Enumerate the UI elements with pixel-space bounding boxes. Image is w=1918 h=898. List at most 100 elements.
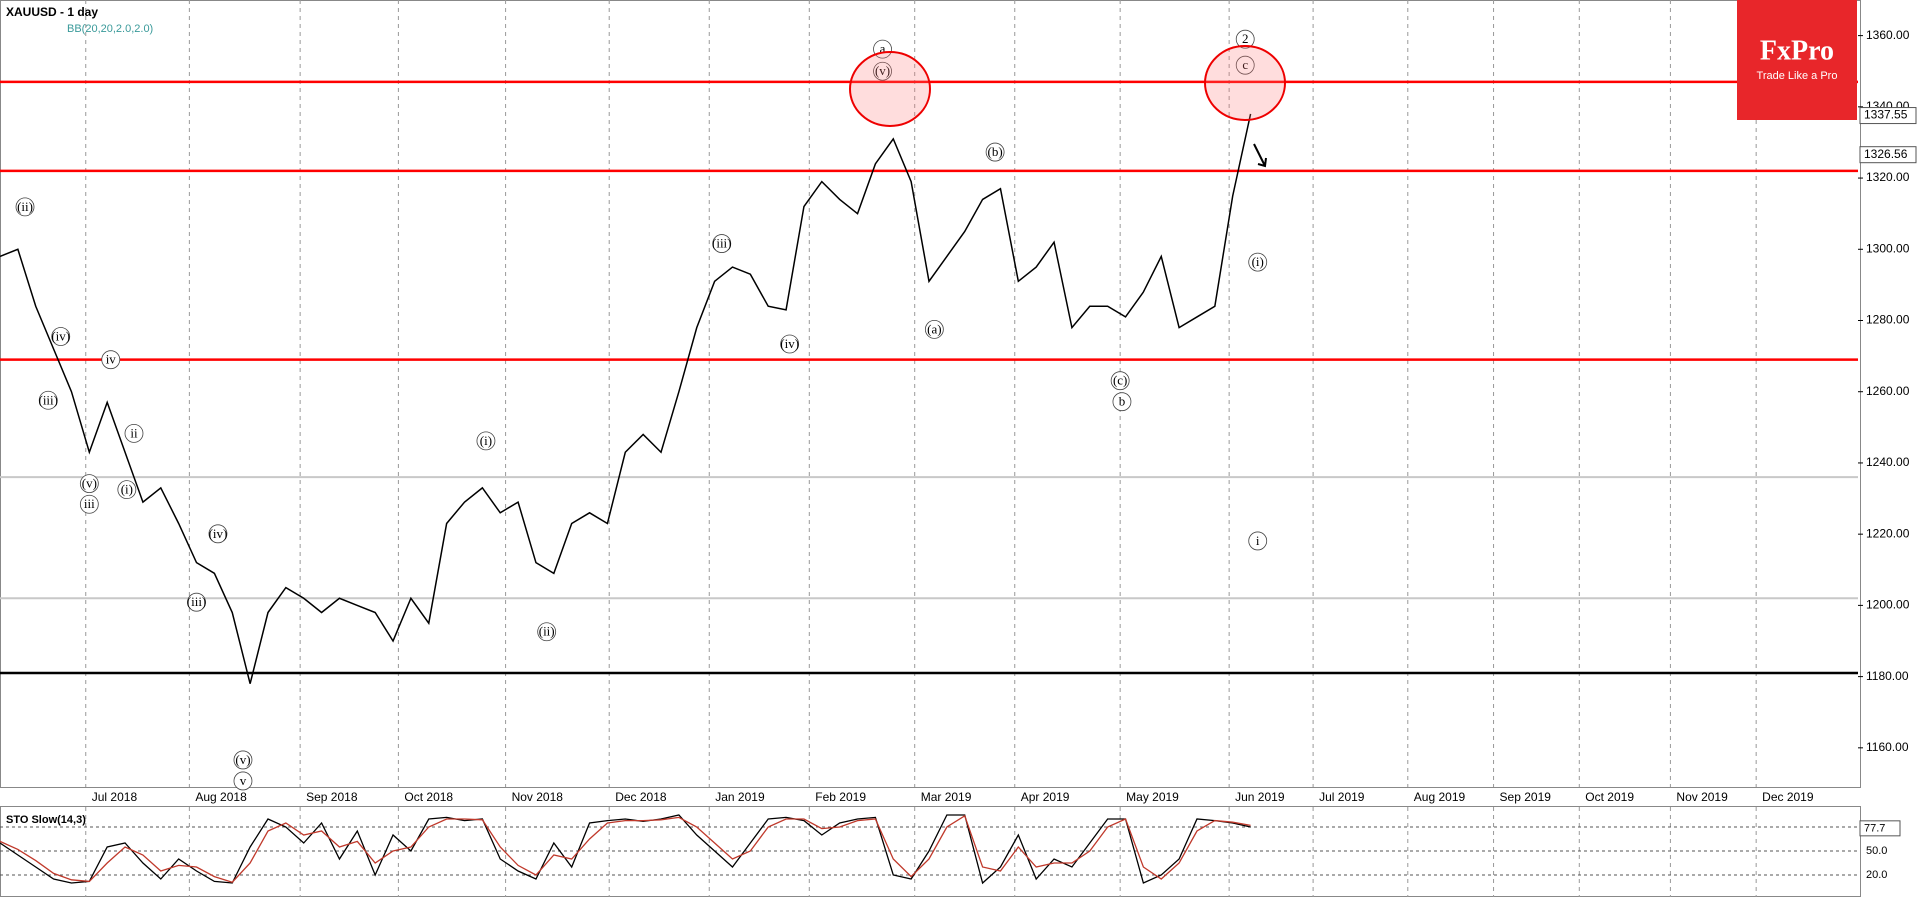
oscillator-line [0, 814, 1251, 883]
wave-marker [233, 750, 253, 770]
oscillator-line [0, 814, 1251, 885]
wave-label: (iv) [51, 329, 70, 344]
wave-marker [476, 431, 496, 451]
y-tick-label: 20.0 [1866, 869, 1887, 881]
wave-marker [117, 480, 137, 500]
wave-marker [38, 390, 58, 410]
x-tick-label: Aug 2018 [195, 790, 247, 804]
price-pane-border [0, 0, 1861, 788]
x-tick-label: Oct 2019 [1585, 790, 1634, 804]
x-tick-label: Jun 2019 [1235, 790, 1285, 804]
y-tick-label: 1300.00 [1866, 241, 1910, 255]
wave-marker [1112, 392, 1132, 412]
x-tick-label: Sep 2019 [1500, 790, 1552, 804]
wave-marker [537, 622, 557, 642]
wave-marker [124, 423, 144, 443]
x-tick-label: Dec 2019 [1762, 790, 1814, 804]
wave-marker [712, 234, 732, 253]
x-tick-label: Mar 2019 [921, 790, 972, 804]
wave-label: c [1242, 57, 1248, 72]
wave-label: (iv) [780, 336, 799, 351]
wave-label: ii [130, 425, 138, 440]
x-tick-label: Apr 2019 [1021, 790, 1070, 804]
chart-title: XAUUSD - 1 day [6, 5, 98, 19]
x-tick-label: Jul 2019 [1319, 790, 1365, 804]
wave-marker [79, 474, 99, 493]
direction-arrow [1253, 143, 1267, 168]
wave-label: b [1119, 394, 1126, 409]
y-tick-label: 50.0 [1866, 845, 1887, 857]
wave-marker [79, 494, 99, 514]
x-tick-label: Nov 2019 [1676, 790, 1728, 804]
y-tick-label: 1200.00 [1866, 598, 1910, 612]
wave-marker [924, 320, 944, 339]
wave-marker [187, 592, 206, 612]
price-label-box [1859, 107, 1917, 125]
wave-label: (c) [1113, 373, 1127, 388]
wave-marker [101, 350, 121, 370]
wave-marker [1248, 531, 1268, 551]
wave-label: (v) [82, 476, 97, 491]
y-tick-label: 1280.00 [1866, 313, 1910, 327]
price-label: 1337.55 [1864, 108, 1908, 122]
wave-marker [1235, 29, 1255, 49]
wave-label: (v) [875, 63, 890, 78]
indicator-label: BB(20,20,2.0,2.0) [67, 23, 153, 35]
wave-label: i [1256, 533, 1260, 548]
wave-marker [51, 327, 71, 346]
wave-marker [233, 771, 253, 791]
wave-marker [1235, 55, 1255, 75]
x-tick-label: Oct 2018 [404, 790, 453, 804]
price-line [0, 113, 1252, 684]
price-label: 1326.56 [1864, 147, 1908, 161]
highlight-circle [1204, 45, 1286, 121]
wave-label: (v) [235, 752, 250, 767]
x-tick-label: Nov 2018 [512, 790, 564, 804]
y-tick-label: 1260.00 [1866, 384, 1910, 398]
wave-label: (iii) [712, 236, 732, 251]
y-tick-label: 1240.00 [1866, 455, 1910, 469]
logo-name: FxPro [1760, 35, 1834, 66]
wave-label: (iv) [209, 526, 228, 541]
highlight-circle [849, 51, 931, 127]
oscillator-title: STO Slow(14,3) [6, 814, 86, 826]
wave-label: (ii) [539, 624, 555, 639]
wave-label: (a) [927, 321, 941, 336]
wave-label: a [880, 41, 886, 56]
y-tick-label: 1320.00 [1866, 170, 1910, 184]
wave-label: (i) [1252, 254, 1264, 269]
price-label-box [1859, 146, 1917, 164]
x-tick-label: Aug 2019 [1414, 790, 1466, 804]
y-tick-label: 1160.00 [1866, 740, 1909, 754]
x-tick-label: Dec 2018 [615, 790, 667, 804]
wave-marker [985, 142, 1005, 162]
wave-label: (i) [121, 482, 133, 497]
current-value-label: 77.7 [1864, 823, 1885, 835]
wave-label: (i) [480, 433, 492, 448]
wave-label: (iii) [38, 392, 58, 407]
wave-label: 2 [1242, 31, 1249, 46]
y-tick-label: 1180.00 [1866, 669, 1909, 683]
wave-marker [780, 334, 800, 354]
wave-marker [1248, 252, 1268, 272]
wave-marker [873, 61, 892, 81]
x-tick-label: Jul 2018 [92, 790, 138, 804]
x-tick-label: Sep 2018 [306, 790, 358, 804]
wave-label: iii [84, 496, 95, 511]
wave-marker [1110, 371, 1130, 391]
x-tick-label: Jan 2019 [715, 790, 765, 804]
wave-label: v [240, 773, 247, 788]
x-tick-label: Feb 2019 [815, 790, 866, 804]
wave-label: (iii) [187, 594, 207, 609]
logo-box [1737, 0, 1857, 120]
wave-marker [15, 197, 35, 217]
wave-label: (b) [988, 144, 1003, 159]
logo-tagline: Trade Like a Pro [1757, 70, 1838, 82]
x-tick-label: May 2019 [1126, 790, 1179, 804]
wave-marker [208, 524, 228, 544]
y-tick-label: 1220.00 [1866, 526, 1910, 540]
wave-label: iv [106, 352, 117, 367]
current-value-box [1859, 820, 1901, 837]
